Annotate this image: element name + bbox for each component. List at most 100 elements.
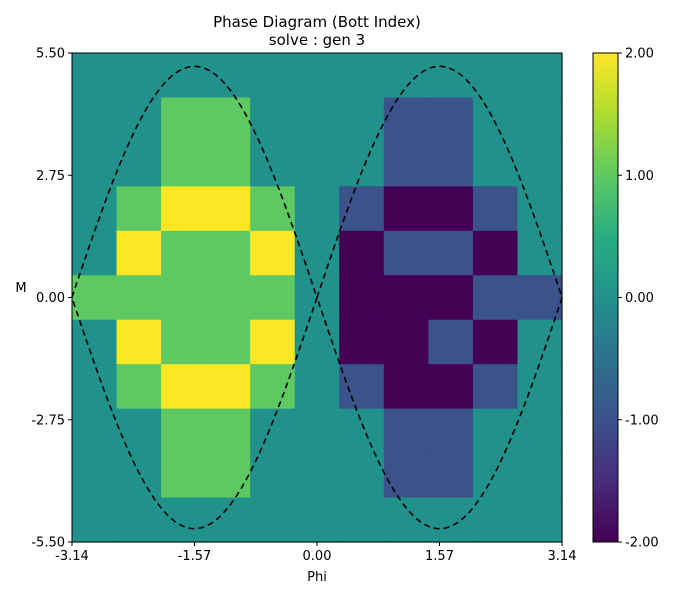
heatmap-cell [250, 230, 296, 276]
y-tick-label: 5.50 [36, 47, 65, 62]
heatmap-cell [116, 497, 162, 543]
colorbar-tick-label: 0.00 [625, 291, 654, 306]
heatmap-cell [72, 408, 118, 454]
heatmap-cell [250, 141, 296, 187]
heatmap-cell [250, 497, 296, 543]
heatmap-cell [383, 53, 429, 99]
heatmap-cell [72, 275, 118, 321]
heatmap-cell [428, 53, 474, 99]
heatmap-cell [517, 97, 563, 143]
heatmap-cell [161, 364, 207, 410]
heatmap-cell [517, 453, 563, 499]
heatmap-cell [250, 453, 296, 499]
heatmap-cell [383, 230, 429, 276]
heatmap-cell [294, 186, 340, 232]
y-tick-label: 0.00 [36, 291, 65, 306]
heatmap-cell [205, 230, 251, 276]
heatmap-cell [294, 453, 340, 499]
heatmap-cell [472, 275, 519, 321]
heatmap-cell [339, 141, 385, 187]
heatmap-cell [72, 97, 118, 143]
heatmap-cell [383, 186, 429, 232]
heatmap-cell [205, 141, 251, 187]
heatmap-cell [72, 230, 118, 276]
heatmap-cell [428, 319, 474, 365]
y-tick-label: -5.50 [31, 536, 65, 551]
heatmap-cell [472, 319, 519, 365]
heatmap-cell [116, 319, 162, 365]
heatmap-cell [250, 53, 296, 99]
heatmap-cells [72, 53, 563, 543]
heatmap-cell [428, 408, 474, 454]
colorbar-tick-label: 2.00 [625, 47, 654, 62]
heatmap-cell [161, 497, 207, 543]
heatmap-cell [339, 319, 385, 365]
heatmap-cell [428, 230, 474, 276]
heatmap-cell [116, 230, 162, 276]
y-axis-ticks: -5.50 -2.75 0.00 2.75 5.50 [31, 47, 72, 551]
heatmap-cell [517, 497, 563, 543]
heatmap-cell [517, 141, 563, 187]
heatmap-cell [428, 364, 474, 410]
heatmap-cell [383, 497, 429, 543]
heatmap-cell [472, 186, 519, 232]
heatmap-cell [205, 497, 251, 543]
heatmap-cell [517, 230, 563, 276]
heatmap-cell [116, 53, 162, 99]
heatmap-cell [294, 408, 340, 454]
boundary-curve-left [71, 65, 318, 530]
colorbar-tick-label: -1.00 [625, 413, 659, 428]
heatmap-cell [205, 186, 251, 232]
heatmap-cell [339, 453, 385, 499]
heatmap-cell [294, 497, 340, 543]
heatmap-cell [472, 453, 519, 499]
heatmap-cell [294, 364, 340, 410]
colorbar-ticks: -2.00 -1.00 0.00 1.00 2.00 [618, 47, 659, 551]
heatmap-cell [161, 230, 207, 276]
heatmap-cell [294, 141, 340, 187]
heatmap-cell [472, 97, 519, 143]
heatmap-cell [339, 186, 385, 232]
heatmap-cell [72, 319, 118, 365]
heatmap-cell [517, 53, 563, 99]
heatmap-cell [205, 453, 251, 499]
heatmap-cell [161, 408, 207, 454]
heatmap-cell [161, 53, 207, 99]
heatmap-cell [116, 97, 162, 143]
heatmap-cell [72, 364, 118, 410]
heatmap-cell [339, 497, 385, 543]
heatmap-cell [294, 53, 340, 99]
heatmap-cell [205, 408, 251, 454]
y-axis-label: M [15, 281, 26, 296]
heatmap-cell [116, 364, 162, 410]
heatmap-cell [294, 97, 340, 143]
heatmap-cell [161, 453, 207, 499]
heatmap-cell [428, 453, 474, 499]
heatmap-cell [517, 275, 563, 321]
heatmap-cell [72, 186, 118, 232]
heatmap-cell [383, 275, 429, 321]
heatmap-cell [161, 97, 207, 143]
heatmap-cell [383, 141, 429, 187]
heatmap-cell [161, 275, 207, 321]
heatmap-cell [205, 53, 251, 99]
x-axis-ticks: -3.14 -1.57 0.00 1.57 3.14 [55, 542, 576, 564]
heatmap-cell [205, 97, 251, 143]
heatmap-cell [339, 97, 385, 143]
heatmap-cell [383, 408, 429, 454]
heatmap-cell [250, 275, 296, 321]
heatmap-cell [72, 497, 118, 543]
colorbar-tick-label: 1.00 [625, 169, 654, 184]
x-tick-label: 0.00 [303, 549, 332, 564]
heatmap-cell [428, 275, 474, 321]
heatmap-cell [472, 364, 519, 410]
heatmap-cell [72, 141, 118, 187]
heatmap-cell [517, 408, 563, 454]
x-tick-label: 1.57 [425, 549, 454, 564]
heatmap-cell [428, 97, 474, 143]
heatmap-cell [517, 319, 563, 365]
y-tick-label: -2.75 [31, 413, 65, 428]
heatmap-cell [250, 319, 296, 365]
